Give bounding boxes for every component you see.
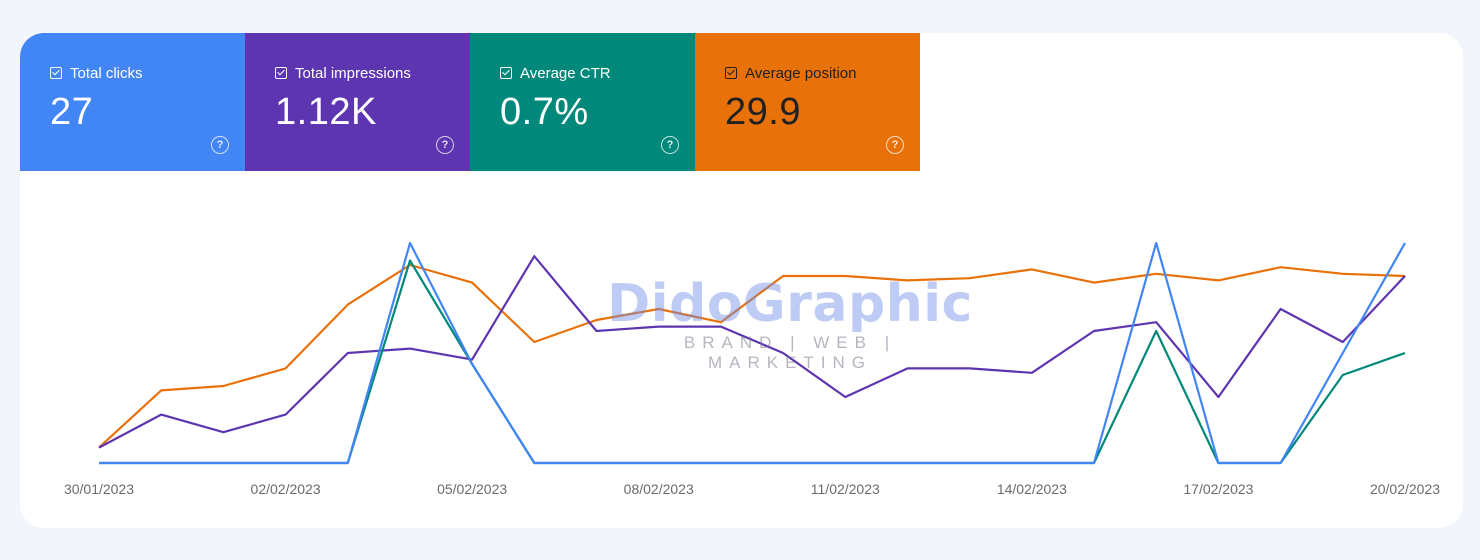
performance-card: Total clicks 27 ? Total impressions 1.12… [20,33,1463,528]
x-tick-label: 08/02/2023 [624,481,694,497]
checkbox-checked-icon[interactable] [275,67,287,79]
x-tick-label: 20/02/2023 [1370,481,1440,497]
checkbox-checked-icon[interactable] [50,67,62,79]
metric-value: 0.7% [500,91,589,133]
metric-value: 27 [50,91,94,133]
metric-total-clicks[interactable]: Total clicks 27 ? [20,33,245,171]
metric-label: Total impressions [295,64,411,82]
metric-label: Average position [745,64,857,82]
x-tick-label: 05/02/2023 [437,481,507,497]
help-circle-icon[interactable]: ? [661,136,679,154]
x-tick-label: 02/02/2023 [251,481,321,497]
series-line-average-position [98,263,1406,449]
x-tick-label: 17/02/2023 [1183,481,1253,497]
metric-tabs: Total clicks 27 ? Total impressions 1.12… [20,33,920,171]
x-tick-label: 11/02/2023 [811,481,880,497]
metric-value: 1.12K [275,91,377,133]
help-circle-icon[interactable]: ? [886,136,904,154]
x-tick-label: 30/01/2023 [64,481,134,497]
metric-value: 29.9 [725,91,801,133]
series-line-total-clicks [99,241,1406,465]
series-line-total-impressions [98,255,1406,449]
metric-label: Average CTR [520,64,611,82]
checkbox-checked-icon[interactable] [500,67,512,79]
metric-average-position[interactable]: Average position 29.9 ? [695,33,920,171]
help-circle-icon[interactable]: ? [211,136,229,154]
metric-label: Total clicks [70,64,143,82]
performance-chart: 30/01/2023 02/02/2023 05/02/2023 08/02/2023… [64,241,1440,497]
checkbox-checked-icon[interactable] [725,67,737,79]
help-circle-icon[interactable]: ? [436,136,454,154]
metric-total-impressions[interactable]: Total impressions 1.12K ? [245,33,470,171]
metric-average-ctr[interactable]: Average CTR 0.7% ? [470,33,695,171]
x-tick-label: 14/02/2023 [997,481,1067,497]
